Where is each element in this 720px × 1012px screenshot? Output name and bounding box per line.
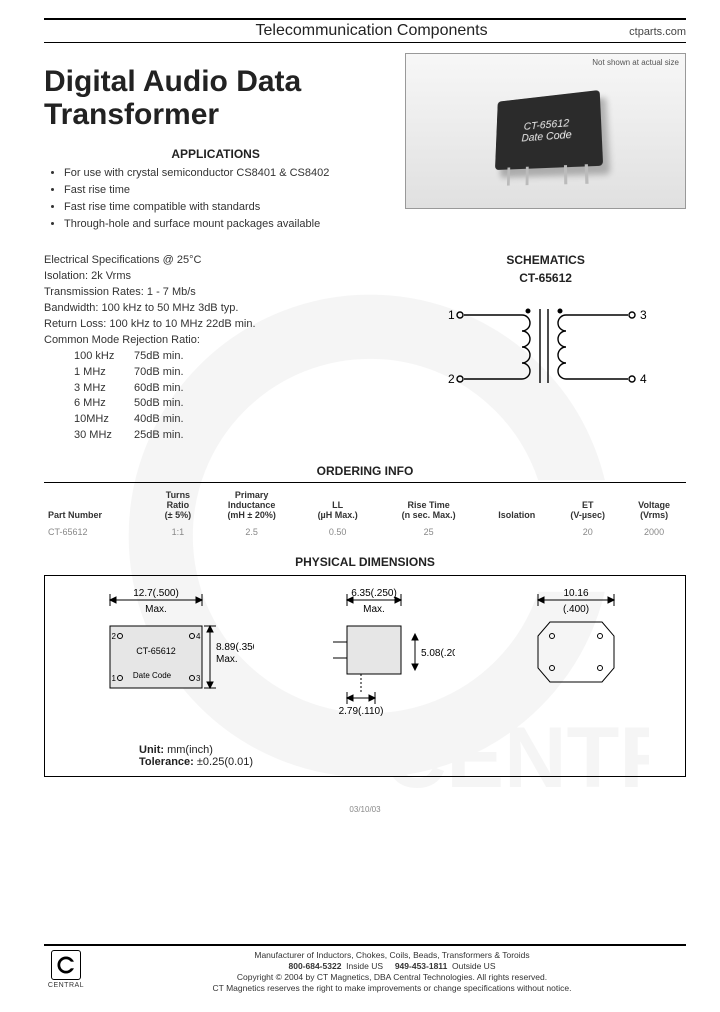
application-item: Fast rise time compatible with standards	[64, 201, 387, 213]
physical-view-side: 6.35(.250) Max. 5.08(.200) 2.79(.110)	[305, 586, 455, 736]
footer-phone1: 800-684-5322	[288, 961, 341, 971]
schematics-heading: SCHEMATICS	[405, 253, 686, 267]
physical-views-row: 12.7(.500) Max. 8.89(.350) Max. 2 4 1 3 …	[59, 586, 671, 736]
svg-text:5.08(.200): 5.08(.200)	[421, 648, 455, 659]
svg-text:6.35(.250): 6.35(.250)	[351, 588, 397, 599]
applications-list: For use with crystal semiconductor CS840…	[44, 167, 387, 230]
svg-text:4: 4	[196, 632, 201, 641]
schem-pin-3: 3	[640, 308, 647, 322]
tolerance-value: ±0.25(0.01)	[197, 756, 253, 768]
ordering-heading: ORDERING INFO	[44, 464, 686, 483]
cmrr-row: 30 MHz25dB min.	[74, 428, 387, 444]
svg-text:12.7(.500): 12.7(.500)	[134, 588, 180, 599]
page: Telecommunication Components ctparts.com…	[44, 18, 686, 994]
specs-heading: Electrical Specifications @ 25°C	[44, 253, 387, 269]
col-et: ET(V-µsec)	[553, 487, 622, 523]
application-item: For use with crystal semiconductor CS840…	[64, 167, 387, 179]
physical-notes: Unit: mm(inch) Tolerance: ±0.25(0.01)	[59, 744, 671, 768]
product-image: Not shown at actual size CT-65612 Date C…	[405, 53, 686, 209]
svg-text:10.16: 10.16	[563, 588, 588, 599]
footer-logo: CENTRAL	[44, 950, 88, 994]
left-column: Digital Audio Data Transformer APPLICATI…	[44, 53, 387, 235]
revision-date: 03/10/03	[44, 805, 686, 814]
spec-line: Common Mode Rejection Ratio:	[44, 333, 387, 349]
title-line1: Digital Audio Data	[44, 65, 301, 98]
footer-disclaimer: CT Magnetics reserves the right to make …	[98, 983, 686, 994]
spec-line: Bandwidth: 100 kHz to 50 MHz 3dB typ.	[44, 301, 387, 317]
table-row: CT-65612 1:1 2.5 0.50 25 20 2000	[44, 523, 686, 541]
cmrr-row: 1 MHz70dB min.	[74, 365, 387, 381]
schematic-col: SCHEMATICS CT-65612	[405, 239, 686, 444]
specs-col: Electrical Specifications @ 25°C Isolati…	[44, 239, 387, 444]
cmrr-row: 10MHz40dB min.	[74, 412, 387, 428]
unit-label: Unit:	[139, 744, 164, 756]
schematic-diagram: 1 2 3 4	[436, 291, 656, 401]
col-induct: PrimaryInductance(mH ± 20%)	[205, 487, 298, 523]
spec-line: Return Loss: 100 kHz to 10 MHz 22dB min.	[44, 317, 387, 333]
svg-text:3: 3	[196, 674, 201, 683]
applications-heading: APPLICATIONS	[44, 147, 387, 161]
svg-text:CT-65612: CT-65612	[137, 646, 177, 656]
svg-text:2: 2	[112, 632, 117, 641]
col-ll: LL(µH Max.)	[298, 487, 377, 523]
col-rise: Rise Time(n sec. Max.)	[377, 487, 480, 523]
tolerance-label: Tolerance:	[139, 756, 194, 768]
footer: CENTRAL Manufacturer of Inductors, Choke…	[44, 944, 686, 994]
header-site: ctparts.com	[629, 26, 686, 38]
table-header-row: Part Number TurnsRatio(± 5%) PrimaryIndu…	[44, 487, 686, 523]
logo-icon	[51, 950, 81, 980]
schem-pin-2: 2	[448, 372, 455, 386]
physical-heading: PHYSICAL DIMENSIONS	[44, 555, 686, 569]
schem-pin-4: 4	[640, 372, 647, 386]
application-item: Through-hole and surface mount packages …	[64, 218, 387, 230]
svg-text:Date Code: Date Code	[133, 671, 172, 680]
ordering-table: Part Number TurnsRatio(± 5%) PrimaryIndu…	[44, 487, 686, 541]
col-iso: Isolation	[480, 487, 553, 523]
col-turns: TurnsRatio(± 5%)	[151, 487, 205, 523]
image-note: Not shown at actual size	[592, 58, 679, 67]
svg-text:Max.: Max.	[216, 654, 238, 665]
unit-value: mm(inch)	[167, 744, 213, 756]
footer-text: Manufacturer of Inductors, Chokes, Coils…	[98, 950, 686, 994]
title-line2: Transformer	[44, 98, 219, 131]
footer-phone1-suffix: Inside US	[346, 961, 383, 971]
schematic-part: CT-65612	[405, 271, 686, 285]
logo-text: CENTRAL	[48, 982, 84, 989]
footer-line1: Manufacturer of Inductors, Chokes, Coils…	[98, 950, 686, 961]
right-column: Not shown at actual size CT-65612 Date C…	[405, 53, 686, 235]
footer-phone2-suffix: Outside US	[452, 961, 495, 971]
specs-schem-row: Electrical Specifications @ 25°C Isolati…	[44, 239, 686, 444]
top-section: Digital Audio Data Transformer APPLICATI…	[44, 53, 686, 235]
cmrr-row: 100 kHz75dB min.	[74, 349, 387, 365]
cmrr-row: 3 MHz60dB min.	[74, 381, 387, 397]
svg-text:(.400): (.400)	[563, 604, 589, 615]
footer-copyright: Copyright © 2004 by CT Magnetics, DBA Ce…	[98, 972, 686, 983]
svg-text:8.89(.350): 8.89(.350)	[216, 642, 254, 653]
component-chip: CT-65612 Date Code	[495, 90, 603, 170]
schem-pin-1: 1	[448, 308, 455, 322]
svg-text:1: 1	[112, 674, 117, 683]
col-part: Part Number	[44, 487, 151, 523]
header-category: Telecommunication Components	[114, 22, 629, 40]
svg-text:Max.: Max.	[145, 604, 167, 615]
svg-text:Max.: Max.	[363, 604, 385, 615]
spec-line: Transmission Rates: 1 - 7 Mb/s	[44, 285, 387, 301]
page-title: Digital Audio Data Transformer	[44, 65, 387, 131]
svg-text:2.79(.110): 2.79(.110)	[339, 706, 384, 717]
header: Telecommunication Components ctparts.com	[44, 18, 686, 43]
application-item: Fast rise time	[64, 184, 387, 196]
electrical-specs: Electrical Specifications @ 25°C Isolati…	[44, 253, 387, 444]
physical-view-footprint: 10.16 (.400)	[506, 586, 646, 696]
cmrr-row: 6 MHz50dB min.	[74, 396, 387, 412]
spec-line: Isolation: 2k Vrms	[44, 269, 387, 285]
physical-dimensions-box: 12.7(.500) Max. 8.89(.350) Max. 2 4 1 3 …	[44, 575, 686, 777]
cmrr-block: 100 kHz75dB min. 1 MHz70dB min. 3 MHz60d…	[44, 349, 387, 445]
col-volt: Voltage(Vrms)	[622, 487, 686, 523]
footer-phone2: 949-453-1811	[395, 961, 447, 971]
physical-view-top: 12.7(.500) Max. 8.89(.350) Max. 2 4 1 3 …	[84, 586, 254, 716]
